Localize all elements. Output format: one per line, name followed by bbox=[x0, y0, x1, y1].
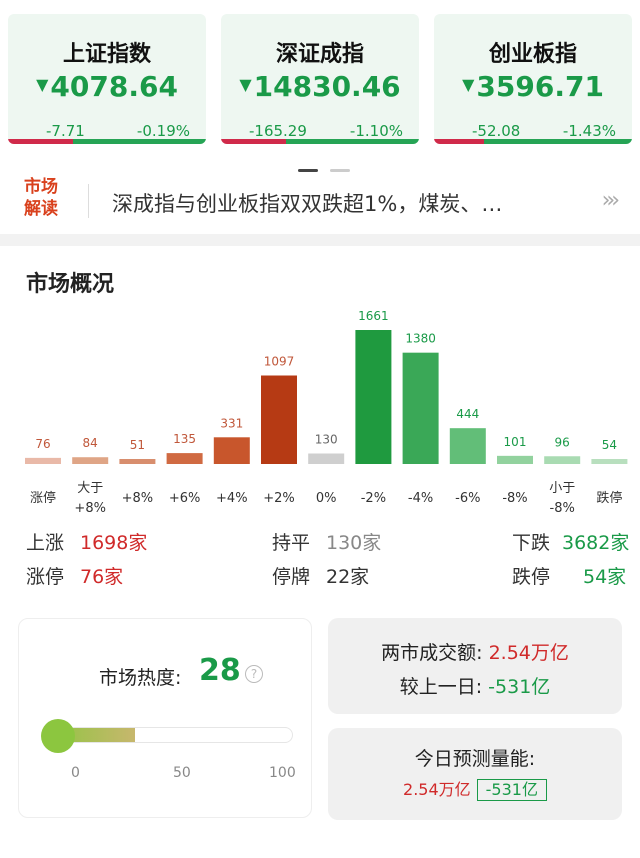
breadth-bar bbox=[221, 139, 419, 144]
bar-8 bbox=[402, 352, 439, 464]
index-change: -52.08 bbox=[472, 122, 521, 140]
index-change: -165.29 bbox=[249, 122, 307, 140]
distribution-chart: 76 涨停 84 大于 +8% 51 +8% 135 +6% 331 +4% 1097 +2% 130 0%… bbox=[25, 309, 628, 516]
bar-value-label: 1097 bbox=[264, 355, 295, 369]
insight-badge: 市场 解读 bbox=[24, 177, 58, 219]
turnover-diff-line: 较上一日: -531亿 bbox=[399, 676, 551, 698]
insight-text: 深成指与创业板指双双跌超1%，煤炭、… bbox=[112, 192, 503, 216]
down-arrow-icon: ▼ bbox=[462, 75, 475, 94]
index-name: 创业板指 bbox=[488, 42, 577, 67]
index-card-shanghai[interactable]: 上证指数 ▼4078.64 -7.71 -0.19% bbox=[8, 14, 206, 144]
triple-chevron-right-icon[interactable]: ››› bbox=[601, 188, 621, 213]
market-heat-card[interactable]: 市场热度: 28 ? 0 50 100 bbox=[18, 618, 312, 818]
index-pct: -0.19% bbox=[136, 122, 190, 140]
index-card-shenzhen[interactable]: 深证成指 ▼14830.46 -165.29 -1.10% bbox=[221, 14, 419, 144]
bar-3 bbox=[166, 453, 203, 464]
section-title: 市场概况 bbox=[26, 272, 115, 297]
bar-7 bbox=[355, 330, 392, 464]
bar-value-label: 135 bbox=[173, 432, 196, 446]
heat-knob bbox=[41, 719, 75, 753]
breadth-bar bbox=[434, 139, 632, 144]
category-label: +4% bbox=[216, 491, 248, 506]
index-name: 深证成指 bbox=[275, 42, 364, 67]
down-arrow-icon: ▼ bbox=[36, 75, 49, 94]
category-label: 0% bbox=[316, 491, 337, 506]
category-label: 跌停 bbox=[596, 490, 622, 506]
bar-value-label: 51 bbox=[130, 438, 145, 452]
page-indicator[interactable] bbox=[298, 157, 362, 176]
forecast-line: 2.54万亿 -531亿 bbox=[328, 776, 622, 801]
forecast-card[interactable]: 今日预测量能: 2.54万亿 -531亿 bbox=[328, 728, 622, 820]
halt-count: 22家 bbox=[326, 566, 370, 588]
index-name: 上证指数 bbox=[62, 42, 151, 67]
limit-up-label: 涨停 bbox=[26, 566, 65, 588]
index-pct: -1.43% bbox=[562, 122, 616, 140]
bar-6 bbox=[308, 453, 345, 464]
turnover-card[interactable]: 两市成交额: 2.54万亿 较上一日: -531亿 bbox=[328, 618, 622, 714]
index-pct: -1.10% bbox=[349, 122, 403, 140]
limit-down-count: 54家 bbox=[583, 566, 627, 588]
bar-value-label: 76 bbox=[35, 437, 50, 451]
heat-track bbox=[41, 727, 293, 743]
bar-9 bbox=[449, 428, 486, 464]
bar-1 bbox=[72, 457, 109, 464]
down-label: 下跌 bbox=[512, 532, 551, 554]
market-insight-banner[interactable]: 市场 解读 深成指与创业板指双双跌超1%，煤炭、… ››› bbox=[0, 170, 640, 234]
index-card-chinext[interactable]: 创业板指 ▼3596.71 -52.08 -1.43% bbox=[434, 14, 632, 144]
category-label: 大于 bbox=[77, 481, 103, 496]
category-label: -8% bbox=[550, 501, 575, 516]
market-overview: 市场概况 76 涨停 84 大于 +8% 51 +8% 135 +6% 331 +4% 1097 +2%… bbox=[0, 246, 640, 608]
bar-10 bbox=[497, 455, 533, 464]
bar-value-label: 1661 bbox=[358, 309, 389, 323]
halt-label: 停牌 bbox=[272, 566, 311, 588]
category-label: 小于 bbox=[549, 481, 575, 496]
heat-value: 28 bbox=[199, 653, 241, 688]
index-panel: 上证指数 ▼4078.64 -7.71 -0.19% 深证成指 ▼14830.4… bbox=[0, 0, 640, 234]
category-label: +8% bbox=[74, 501, 106, 516]
category-label: +8% bbox=[122, 491, 154, 506]
index-price: ▼3596.71 bbox=[462, 70, 604, 103]
bar-value-label: 101 bbox=[504, 435, 527, 449]
heat-label: 市场热度: bbox=[99, 667, 182, 689]
bar-value-label: 54 bbox=[602, 438, 617, 452]
bar-11 bbox=[544, 456, 581, 464]
flat-label: 持平 bbox=[272, 532, 311, 554]
bar-5 bbox=[261, 375, 297, 464]
category-label: -6% bbox=[455, 491, 480, 506]
category-label: -8% bbox=[502, 491, 527, 506]
category-label: -4% bbox=[408, 491, 433, 506]
limit-up-count: 76家 bbox=[80, 566, 124, 588]
flat-count: 130家 bbox=[326, 532, 382, 554]
breadth-bar bbox=[8, 139, 206, 144]
category-label: -2% bbox=[361, 491, 386, 506]
bar-value-label: 84 bbox=[83, 436, 98, 450]
bar-value-label: 96 bbox=[555, 435, 570, 449]
bar-0 bbox=[25, 457, 61, 464]
bar-2 bbox=[119, 459, 156, 464]
help-icon[interactable]: ? bbox=[245, 665, 263, 683]
up-label: 上涨 bbox=[26, 532, 65, 554]
down-arrow-icon: ▼ bbox=[239, 75, 252, 94]
category-label: 涨停 bbox=[30, 490, 56, 506]
forecast-label: 今日预测量能: bbox=[414, 748, 536, 770]
bar-value-label: 1380 bbox=[405, 332, 436, 346]
up-count: 1698家 bbox=[80, 532, 148, 554]
bar-value-label: 444 bbox=[456, 407, 479, 421]
index-change: -7.71 bbox=[46, 122, 85, 140]
category-label: +6% bbox=[169, 491, 201, 506]
bar-value-label: 331 bbox=[220, 416, 243, 430]
index-price: ▼4078.64 bbox=[36, 70, 178, 103]
bar-value-label: 130 bbox=[315, 433, 338, 447]
bar-12 bbox=[591, 459, 628, 464]
turnover-line: 两市成交额: 2.54万亿 bbox=[381, 642, 569, 664]
bottom-panel: 市场热度: 28 ? 0 50 100 两市成交额: 2.54万亿 较上一日: … bbox=[0, 608, 640, 858]
down-count: 3682家 bbox=[562, 532, 630, 554]
bar-4 bbox=[213, 437, 250, 464]
category-label: +2% bbox=[263, 491, 295, 506]
index-price: ▼14830.46 bbox=[239, 70, 401, 103]
limit-down-label: 跌停 bbox=[512, 566, 551, 588]
